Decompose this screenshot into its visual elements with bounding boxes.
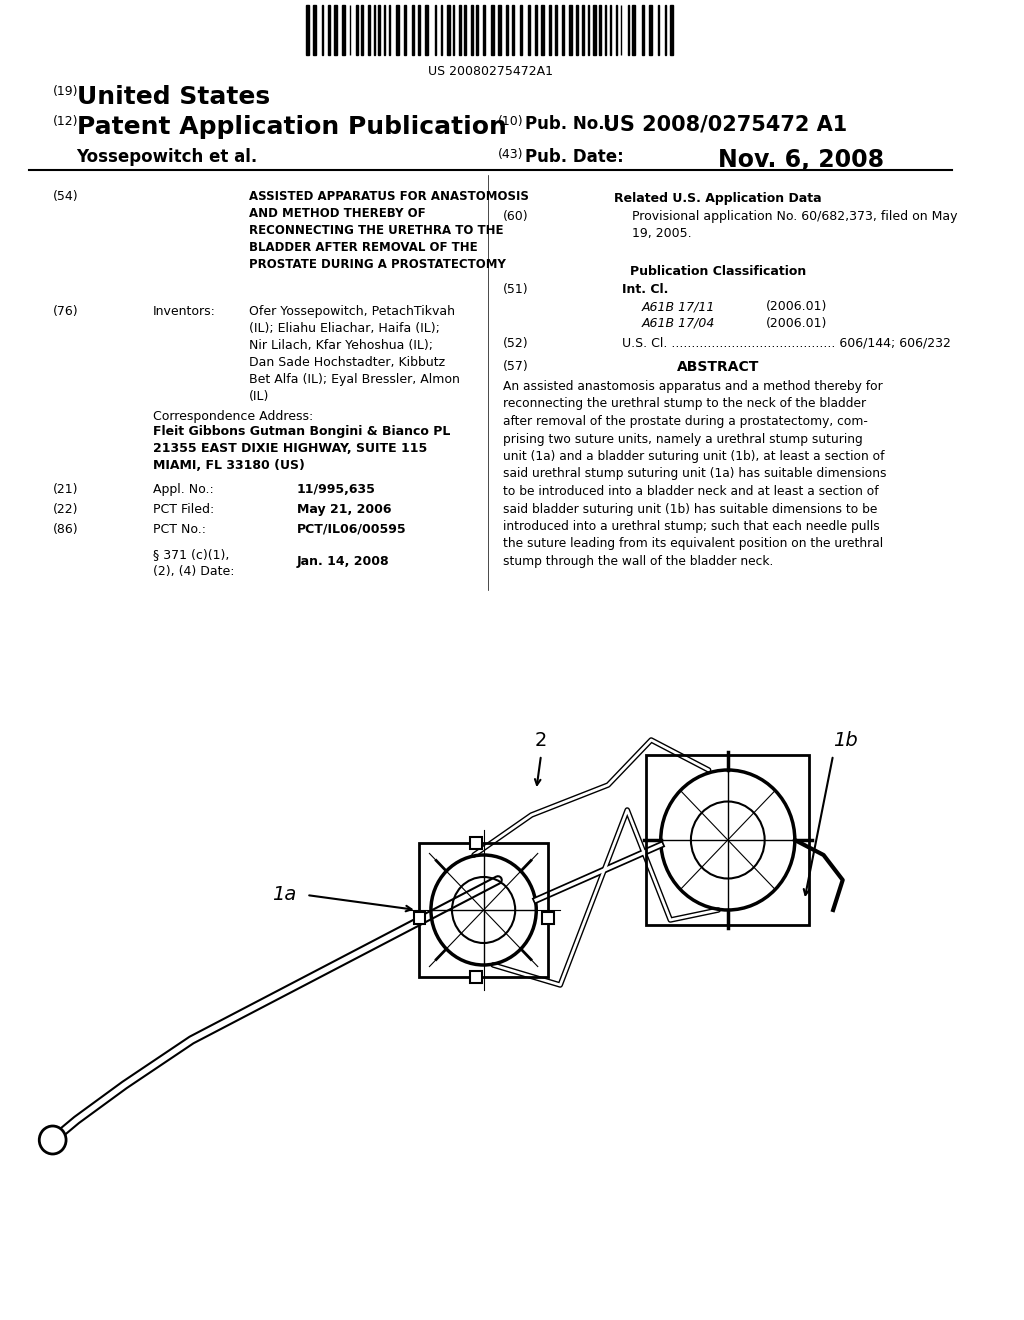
Text: An assisted anastomosis apparatus and a method thereby for
reconnecting the uret: An assisted anastomosis apparatus and a … <box>503 380 886 568</box>
Bar <box>465 5 466 55</box>
Bar <box>378 5 380 55</box>
Text: (2006.01): (2006.01) <box>766 300 827 313</box>
Bar <box>536 5 538 55</box>
Bar <box>671 5 673 55</box>
Bar <box>476 5 478 55</box>
Text: 2: 2 <box>535 731 547 750</box>
Text: United States: United States <box>77 84 269 110</box>
Bar <box>599 5 601 55</box>
Text: A61B 17/11: A61B 17/11 <box>642 300 715 313</box>
Bar <box>334 5 337 55</box>
Bar <box>404 5 407 55</box>
Bar <box>520 5 522 55</box>
Text: PCT Filed:: PCT Filed: <box>154 503 214 516</box>
Text: Fleit Gibbons Gutman Bongini & Bianco PL
21355 EAST DIXIE HIGHWAY, SUITE 115
MIA: Fleit Gibbons Gutman Bongini & Bianco PL… <box>154 425 451 473</box>
Bar <box>313 5 316 55</box>
Text: (52): (52) <box>503 337 528 350</box>
Text: (19): (19) <box>52 84 78 98</box>
Text: Provisional application No. 60/682,373, filed on May
19, 2005.: Provisional application No. 60/682,373, … <box>632 210 957 240</box>
Text: Nov. 6, 2008: Nov. 6, 2008 <box>718 148 885 172</box>
Text: Jan. 14, 2008: Jan. 14, 2008 <box>297 554 389 568</box>
Text: (60): (60) <box>503 210 528 223</box>
FancyBboxPatch shape <box>470 837 481 849</box>
Text: Pub. Date:: Pub. Date: <box>524 148 624 166</box>
Text: PCT/IL06/00595: PCT/IL06/00595 <box>297 523 407 536</box>
Text: (51): (51) <box>503 282 528 296</box>
Text: (86): (86) <box>52 523 78 536</box>
Bar <box>412 5 414 55</box>
Bar <box>541 5 544 55</box>
Text: (54): (54) <box>52 190 78 203</box>
Bar <box>361 5 362 55</box>
Bar <box>642 5 644 55</box>
Bar <box>306 5 309 55</box>
Text: (10): (10) <box>498 115 523 128</box>
Text: Inventors:: Inventors: <box>154 305 216 318</box>
Text: U.S. Cl. ......................................... 606/144; 606/232: U.S. Cl. ...............................… <box>623 337 951 350</box>
Text: Publication Classification: Publication Classification <box>630 265 806 279</box>
Bar <box>425 5 428 55</box>
Bar <box>396 5 399 55</box>
Text: Yossepowitch et al.: Yossepowitch et al. <box>77 148 258 166</box>
Bar <box>459 5 461 55</box>
Bar <box>328 5 331 55</box>
Text: Patent Application Publication: Patent Application Publication <box>77 115 507 139</box>
Text: (2006.01): (2006.01) <box>766 317 827 330</box>
Text: 1a: 1a <box>272 886 297 904</box>
Bar <box>342 5 345 55</box>
Text: Int. Cl.: Int. Cl. <box>623 282 669 296</box>
FancyBboxPatch shape <box>414 912 425 924</box>
Bar <box>568 5 571 55</box>
Bar <box>368 5 370 55</box>
Text: (57): (57) <box>503 360 528 374</box>
Bar <box>649 5 652 55</box>
Text: Appl. No.:: Appl. No.: <box>154 483 214 496</box>
Circle shape <box>39 1126 67 1154</box>
Text: § 371 (c)(1),
(2), (4) Date:: § 371 (c)(1), (2), (4) Date: <box>154 548 234 578</box>
Bar <box>471 5 473 55</box>
Bar <box>549 5 551 55</box>
Text: Related U.S. Application Data: Related U.S. Application Data <box>614 191 822 205</box>
Text: A61B 17/04: A61B 17/04 <box>642 317 715 330</box>
Text: (22): (22) <box>52 503 78 516</box>
Bar <box>506 5 508 55</box>
Bar <box>356 5 358 55</box>
Text: (21): (21) <box>52 483 78 496</box>
Text: Ofer Yossepowitch, PetachTikvah
(IL); Eliahu Eliachar, Haifa (IL);
Nir Lilach, K: Ofer Yossepowitch, PetachTikvah (IL); El… <box>249 305 460 403</box>
Text: 11/995,635: 11/995,635 <box>297 483 376 496</box>
Bar <box>583 5 584 55</box>
FancyBboxPatch shape <box>542 912 554 924</box>
FancyBboxPatch shape <box>470 972 481 983</box>
Text: (76): (76) <box>52 305 78 318</box>
Bar <box>498 5 501 55</box>
Bar <box>593 5 596 55</box>
Bar <box>555 5 557 55</box>
Text: May 21, 2006: May 21, 2006 <box>297 503 391 516</box>
Text: US 2008/0275472 A1: US 2008/0275472 A1 <box>603 115 848 135</box>
Bar <box>632 5 635 55</box>
Text: ABSTRACT: ABSTRACT <box>677 360 760 374</box>
Bar <box>482 5 484 55</box>
Bar <box>492 5 495 55</box>
Text: US 20080275472A1: US 20080275472A1 <box>428 65 553 78</box>
Text: Pub. No.:: Pub. No.: <box>524 115 623 133</box>
Bar <box>512 5 514 55</box>
Bar <box>562 5 564 55</box>
Bar <box>575 5 579 55</box>
Text: (43): (43) <box>498 148 523 161</box>
Text: Correspondence Address:: Correspondence Address: <box>154 411 313 422</box>
Bar <box>527 5 529 55</box>
Text: (12): (12) <box>52 115 78 128</box>
Text: ASSISTED APPARATUS FOR ANASTOMOSIS
AND METHOD THEREBY OF
RECONNECTING THE URETHR: ASSISTED APPARATUS FOR ANASTOMOSIS AND M… <box>249 190 528 271</box>
Text: 1b: 1b <box>834 731 858 750</box>
Text: PCT No.:: PCT No.: <box>154 523 206 536</box>
Bar <box>447 5 451 55</box>
Bar <box>418 5 421 55</box>
